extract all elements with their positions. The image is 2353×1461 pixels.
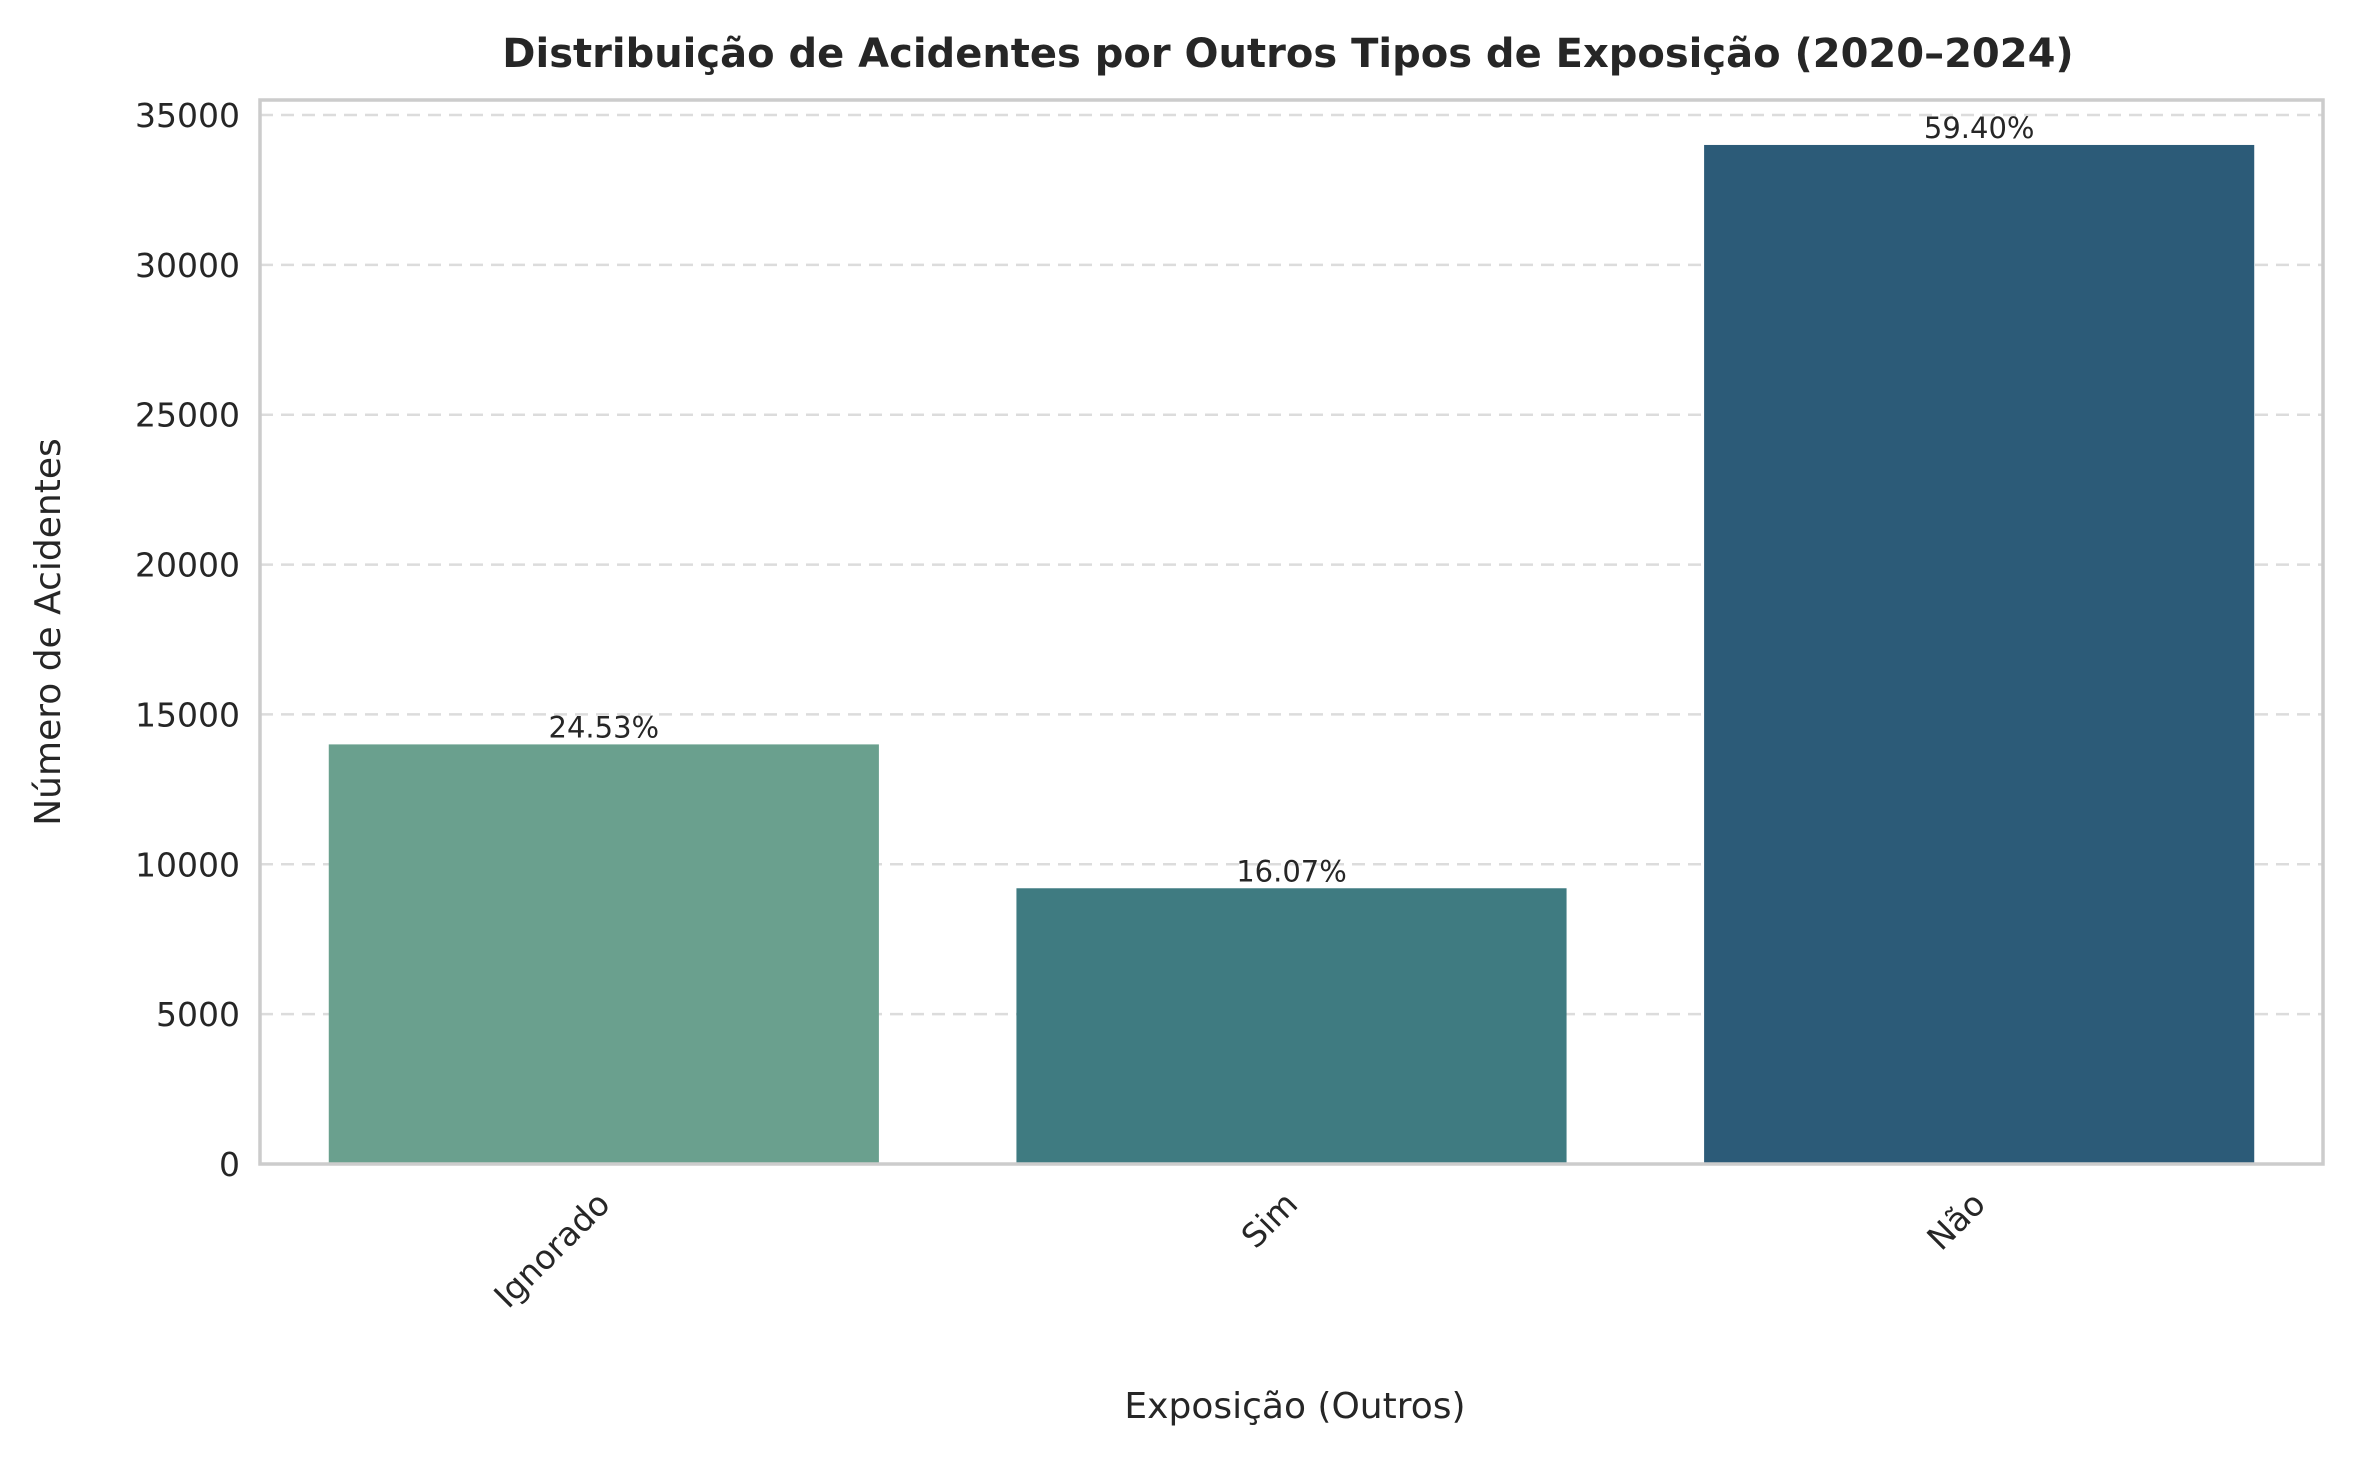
- data-label: 16.07%: [1236, 854, 1347, 888]
- y-tick-label: 5000: [156, 995, 240, 1034]
- y-axis-label: Número de Acidentes: [28, 438, 69, 826]
- data-label: 24.53%: [549, 710, 660, 744]
- y-tick-label: 35000: [135, 96, 240, 135]
- data-label: 59.40%: [1924, 111, 2035, 145]
- y-tick-label: 0: [219, 1145, 240, 1184]
- y-tick-label: 10000: [135, 845, 240, 884]
- data-labels: 24.53% 16.07% 59.40%: [549, 111, 2035, 888]
- bar-0: [328, 744, 879, 1164]
- x-tick-label: Ignorado: [486, 1184, 617, 1315]
- x-tick-label: Sim: [1234, 1184, 1306, 1256]
- bars: [328, 144, 2255, 1164]
- x-tick-labels: Ignorado Sim Não: [486, 1184, 1993, 1315]
- bar-1: [1016, 888, 1567, 1164]
- y-tick-label: 15000: [135, 695, 240, 734]
- x-tick-label: Não: [1919, 1184, 1993, 1258]
- x-axis-label: Exposição (Outros): [1124, 1386, 1465, 1427]
- y-tick-label: 25000: [135, 396, 240, 435]
- y-tick-labels: 0 5000 10000 15000 20000 25000 30000 35000: [135, 96, 240, 1184]
- bar-2: [1704, 144, 2255, 1164]
- y-tick-label: 20000: [135, 546, 240, 585]
- chart-title: Distribuição de Acidentes por Outros Tip…: [502, 31, 2073, 77]
- y-tick-label: 30000: [135, 246, 240, 285]
- plot-frame: [258, 98, 2325, 1166]
